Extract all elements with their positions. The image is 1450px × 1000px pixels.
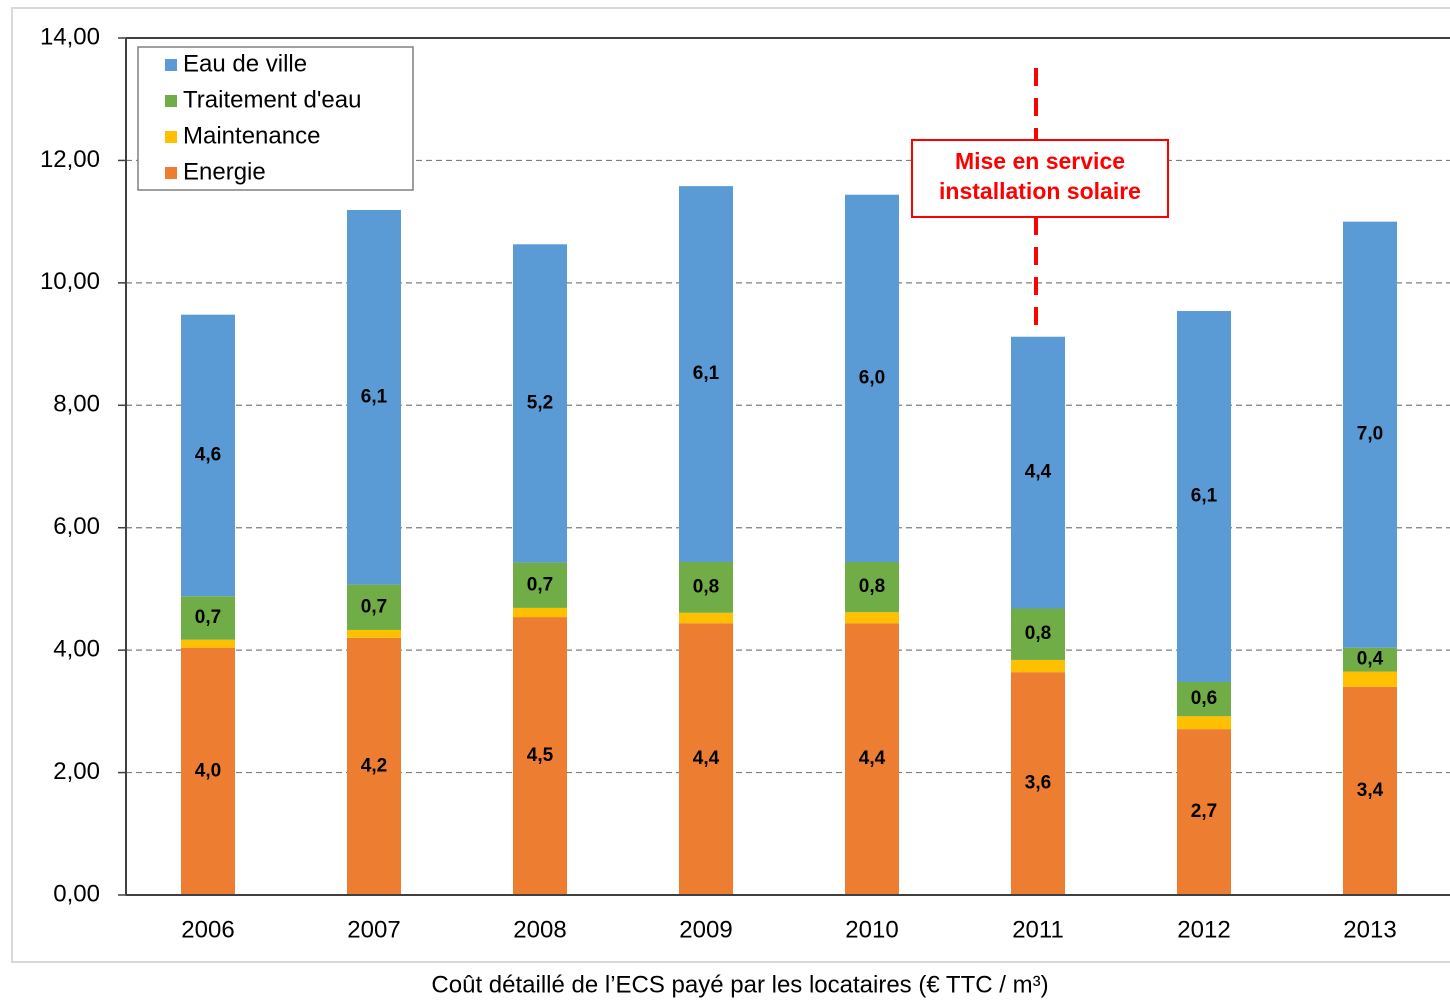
data-label: 3,4 <box>1357 780 1384 801</box>
annotation-box <box>911 139 1169 218</box>
bar-segment <box>1011 336 1065 609</box>
caption: Coût détaillé de l’ECS payé par les loca… <box>431 971 1048 998</box>
bar-segment <box>513 562 567 608</box>
bar-segment <box>181 314 235 597</box>
data-label: 4,2 <box>361 755 387 776</box>
bar-segment <box>513 244 567 563</box>
data-label: 4,0 <box>195 760 221 781</box>
bar-segment <box>1343 647 1397 672</box>
legend-swatch <box>165 59 177 71</box>
x-tick-label: 2006 <box>181 916 234 943</box>
data-label: 7,0 <box>1357 424 1383 445</box>
bar-segment <box>1177 716 1231 730</box>
chart-frame <box>11 7 1450 963</box>
bar-segment <box>1177 311 1231 682</box>
data-label: 4,5 <box>527 745 554 766</box>
x-tick-label: 2007 <box>347 916 400 943</box>
bar-segment <box>1343 221 1397 648</box>
bar-segment <box>181 647 235 895</box>
bar-segment <box>1343 686 1397 895</box>
data-label: 2,7 <box>1191 801 1217 822</box>
bar-segment <box>1343 671 1397 687</box>
y-tick-label: 4,00 <box>53 635 100 662</box>
legend <box>137 46 414 191</box>
data-label: 0,7 <box>361 596 387 617</box>
y-tick-label: 12,00 <box>40 146 100 173</box>
bar-segment <box>679 612 733 624</box>
bar-segment <box>845 194 899 562</box>
data-label: 0,6 <box>1191 688 1217 709</box>
legend-label: Eau de ville <box>183 50 307 77</box>
x-tick-label: 2008 <box>513 916 566 943</box>
data-label: 5,2 <box>527 392 553 413</box>
legend-swatch <box>165 167 177 179</box>
bars: 4,0 0,7 4,6 4,2 0,7 6,1 4,5 0,7 5,2 4,4 0,8 6,1 4,4 0… <box>181 186 1397 895</box>
bar-segment <box>845 612 899 624</box>
data-label: 4,4 <box>693 748 720 769</box>
y-tick-label: 6,00 <box>53 513 100 540</box>
x-tick-label: 2013 <box>1343 916 1396 943</box>
legend-label: Maintenance <box>183 122 320 149</box>
x-tick-label: 2012 <box>1177 916 1230 943</box>
bar-segment <box>181 639 235 648</box>
data-label: 6,1 <box>361 386 388 407</box>
data-label: 6,1 <box>1191 486 1218 507</box>
legend-items: Energie Maintenance Traitement d'eau Eau de… <box>165 50 361 185</box>
bar-segment <box>845 561 899 613</box>
bar-segment <box>1011 608 1065 660</box>
x-tick-label: 2011 <box>1012 916 1064 943</box>
data-label: 4,6 <box>195 444 221 465</box>
data-label: 0,8 <box>1025 623 1051 644</box>
annotation: installation solaire <box>939 178 1141 204</box>
bar-segment <box>1011 659 1065 673</box>
bar-segment <box>181 596 235 640</box>
x-tick-label: 2009 <box>679 916 732 943</box>
legend-label: Traitement d'eau <box>183 86 361 113</box>
data-label: 4,4 <box>859 748 886 769</box>
bar-segment <box>1177 729 1231 895</box>
bar-segment <box>513 617 567 895</box>
data-label: 0,4 <box>1357 649 1384 670</box>
y-tick-label: 0,00 <box>53 880 100 907</box>
y-tick-label: 2,00 <box>53 758 100 785</box>
bar-segment <box>513 607 567 618</box>
bar-segment <box>679 561 733 613</box>
x-tick-label: 2010 <box>845 916 898 943</box>
bar-segment <box>1011 672 1065 895</box>
bar-segment <box>845 623 899 895</box>
bar-segment <box>1177 681 1231 717</box>
data-label: 0,8 <box>859 576 885 597</box>
data-label: 3,6 <box>1025 773 1051 794</box>
y-tick-label: 14,00 <box>40 23 100 50</box>
legend-label: Energie <box>183 158 266 185</box>
legend-swatch <box>165 131 177 143</box>
bar-segment <box>679 623 733 895</box>
bar-segment <box>347 629 401 638</box>
y-tick-label: 10,00 <box>40 268 100 295</box>
data-label: 6,0 <box>859 367 885 388</box>
bar-segment <box>347 210 401 585</box>
bar-segment <box>347 584 401 630</box>
annotation: Mise en service <box>955 148 1125 174</box>
data-label: 4,4 <box>1025 462 1052 483</box>
y-tick-label: 8,00 <box>53 391 100 418</box>
data-label: 0,8 <box>693 576 719 597</box>
data-label: 0,7 <box>527 574 553 595</box>
data-label: 6,1 <box>693 363 720 384</box>
legend-swatch <box>165 95 177 107</box>
bar-segment <box>679 186 733 562</box>
data-label: 0,7 <box>195 607 221 628</box>
bar-segment <box>347 637 401 895</box>
